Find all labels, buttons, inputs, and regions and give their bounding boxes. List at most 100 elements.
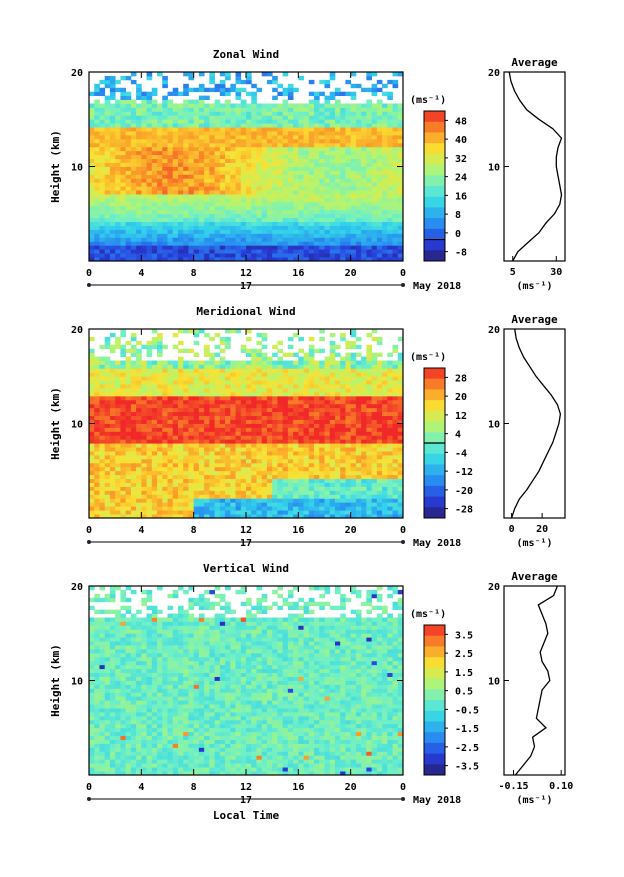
heatmap-cell bbox=[288, 92, 294, 96]
heatmap-cell bbox=[173, 463, 179, 467]
heatmap-cell bbox=[220, 119, 226, 123]
heatmap-cell bbox=[152, 435, 158, 439]
heatmap-cell bbox=[387, 182, 393, 186]
heatmap-cell bbox=[361, 135, 367, 139]
heatmap-cell bbox=[293, 404, 299, 408]
heatmap-cell bbox=[141, 459, 147, 463]
heatmap-cell bbox=[377, 237, 383, 241]
heatmap-cell bbox=[387, 159, 393, 163]
heatmap-cell bbox=[309, 487, 315, 491]
heatmap-cell bbox=[215, 131, 221, 135]
heatmap-cell bbox=[152, 155, 158, 159]
heatmap-cell bbox=[152, 502, 158, 506]
heatmap-cell bbox=[126, 206, 132, 210]
heatmap-cell bbox=[293, 170, 299, 174]
heatmap-cell bbox=[178, 249, 184, 253]
heatmap-cell bbox=[215, 455, 221, 459]
heatmap-cell bbox=[277, 376, 283, 380]
heatmap-cell bbox=[120, 494, 126, 498]
heatmap-cell bbox=[293, 210, 299, 214]
heatmap-cell bbox=[314, 424, 320, 428]
heatmap-cell bbox=[382, 431, 388, 435]
heatmap-cell bbox=[256, 151, 262, 155]
heatmap-cell bbox=[230, 253, 236, 257]
heatmap-cell bbox=[262, 459, 268, 463]
heatmap-cell bbox=[115, 479, 121, 483]
heatmap-cell bbox=[314, 506, 320, 510]
heatmap-cell bbox=[105, 119, 111, 123]
heatmap-cell bbox=[220, 72, 226, 76]
heatmap-cell bbox=[335, 218, 341, 222]
heatmap-cell bbox=[283, 400, 289, 404]
heatmap-cell bbox=[330, 253, 336, 257]
heatmap-cell bbox=[340, 190, 346, 194]
heatmap-cell bbox=[168, 408, 174, 412]
heatmap-cell bbox=[157, 127, 163, 131]
heatmap-cell bbox=[120, 392, 126, 396]
heatmap-cell bbox=[372, 127, 378, 131]
heatmap-cell bbox=[168, 459, 174, 463]
heatmap-cell bbox=[199, 400, 205, 404]
heatmap-cell bbox=[267, 178, 273, 182]
heatmap-cell bbox=[387, 463, 393, 467]
heatmap-cell bbox=[168, 163, 174, 167]
heatmap-cell bbox=[131, 202, 137, 206]
heatmap-cell bbox=[99, 202, 105, 206]
heatmap-cell bbox=[335, 237, 341, 241]
heatmap-cell bbox=[288, 135, 294, 139]
heatmap-cell bbox=[256, 467, 262, 471]
heatmap-cell bbox=[220, 80, 226, 84]
heatmap-cell bbox=[340, 412, 346, 416]
heatmap-cell bbox=[120, 143, 126, 147]
heatmap-cell bbox=[335, 100, 341, 104]
heatmap-cell bbox=[126, 170, 132, 174]
heatmap-cell bbox=[188, 416, 194, 420]
heatmap-cell bbox=[120, 412, 126, 416]
heatmap-cell bbox=[215, 167, 221, 171]
heatmap-cell bbox=[319, 233, 325, 237]
heatmap-cell bbox=[147, 392, 153, 396]
heatmap-cell bbox=[382, 131, 388, 135]
heatmap-cell bbox=[241, 218, 247, 222]
heatmap-cell bbox=[319, 147, 325, 151]
heatmap-cell bbox=[183, 226, 189, 230]
heatmap-cell bbox=[157, 471, 163, 475]
heatmap-cell bbox=[335, 506, 341, 510]
heatmap-cell bbox=[393, 111, 399, 115]
heatmap-cell bbox=[272, 135, 278, 139]
heatmap-cell bbox=[314, 447, 320, 451]
heatmap-cell bbox=[272, 241, 278, 245]
heatmap-cell bbox=[126, 100, 132, 104]
heatmap-cell bbox=[162, 396, 168, 400]
heatmap-cell bbox=[89, 170, 95, 174]
heatmap-cell bbox=[241, 431, 247, 435]
heatmap-cell bbox=[136, 174, 142, 178]
heatmap-cell bbox=[309, 241, 315, 245]
heatmap-cell bbox=[115, 104, 121, 108]
heatmap-cell bbox=[382, 214, 388, 218]
heatmap-cell bbox=[162, 494, 168, 498]
heatmap-cell bbox=[131, 218, 137, 222]
heatmap-cell bbox=[131, 237, 137, 241]
heatmap-cell bbox=[387, 376, 393, 380]
heatmap-cell bbox=[173, 222, 179, 226]
heatmap-cell bbox=[345, 459, 351, 463]
heatmap-cell bbox=[246, 151, 252, 155]
heatmap-cell bbox=[272, 364, 278, 368]
heatmap-cell bbox=[314, 230, 320, 234]
heatmap-cell bbox=[94, 241, 100, 245]
heatmap-cell bbox=[225, 241, 231, 245]
heatmap-cell bbox=[377, 147, 383, 151]
heatmap-cell bbox=[141, 487, 147, 491]
heatmap-cell bbox=[372, 396, 378, 400]
heatmap-cell bbox=[335, 119, 341, 123]
heatmap-cell bbox=[183, 506, 189, 510]
heatmap-cell bbox=[105, 198, 111, 202]
heatmap-cell bbox=[393, 388, 399, 392]
heatmap-cells bbox=[89, 329, 403, 518]
heatmap-cell bbox=[209, 388, 215, 392]
heatmap-cell bbox=[361, 167, 367, 171]
heatmap-cell bbox=[147, 206, 153, 210]
heatmap-cell bbox=[183, 178, 189, 182]
heatmap-cell bbox=[94, 431, 100, 435]
